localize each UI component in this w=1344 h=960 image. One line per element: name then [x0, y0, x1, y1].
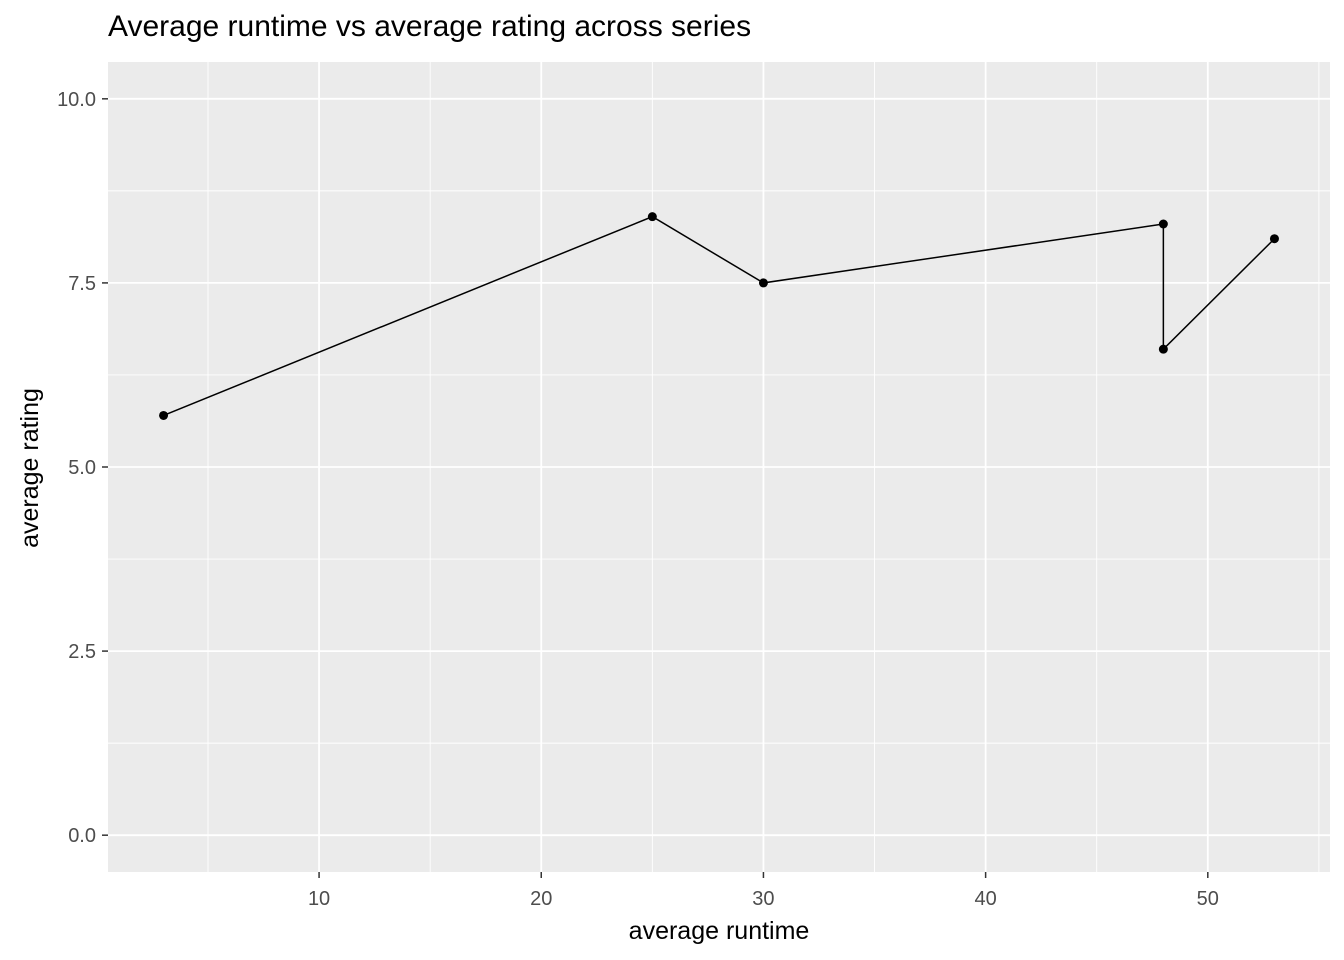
y-tick-label: 5.0 — [68, 457, 96, 479]
data-point — [1158, 219, 1168, 229]
y-tick-label: 10.0 — [57, 89, 96, 111]
data-point — [159, 410, 169, 420]
x-tick-label: 20 — [530, 888, 552, 910]
tick-labels: 10 20 30 40 50 0.0 2.5 5.0 7.5 10.0 — [57, 89, 1219, 910]
data-point — [758, 278, 768, 288]
major-gridlines — [108, 62, 1330, 872]
x-tick-label: 10 — [308, 888, 330, 910]
axis-ticks — [102, 98, 1209, 878]
chart-title: Average runtime vs average rating across… — [108, 10, 752, 43]
x-tick-label: 40 — [974, 888, 996, 910]
y-tick-label: 0.0 — [68, 825, 96, 847]
data-point — [647, 212, 657, 222]
y-tick-label: 7.5 — [68, 273, 96, 295]
x-tick-label: 50 — [1197, 888, 1219, 910]
y-tick-label: 2.5 — [68, 641, 96, 663]
y-axis-title: average rating — [16, 388, 44, 548]
data-point — [1158, 344, 1168, 354]
x-axis-title: average runtime — [629, 917, 810, 945]
series-line — [163, 215, 1275, 417]
series-layer — [159, 212, 1279, 420]
minor-gridlines — [108, 62, 1330, 872]
x-tick-label: 30 — [752, 888, 774, 910]
data-point — [1269, 234, 1279, 244]
